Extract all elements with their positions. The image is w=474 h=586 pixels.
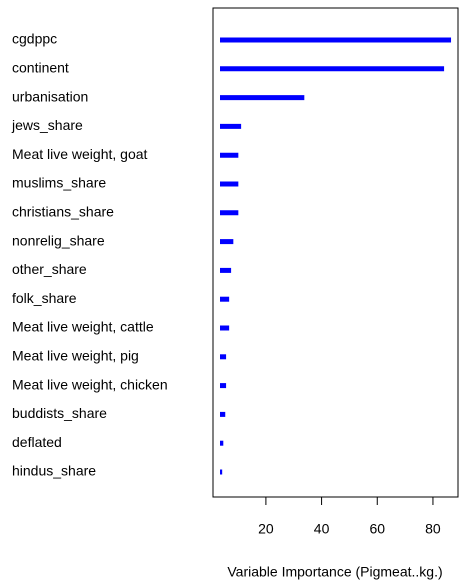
- y-tick-label: urbanisation: [12, 88, 88, 104]
- x-tick-label: 20: [258, 521, 274, 537]
- y-tick-label: other_share: [12, 261, 87, 277]
- y-tick-label: continent: [12, 60, 69, 76]
- x-tick-label: 80: [425, 521, 441, 537]
- y-tick-label: deflated: [12, 434, 62, 450]
- y-tick-label: hindus_share: [12, 463, 96, 479]
- y-tick-label: Meat live weight, cattle: [12, 319, 154, 335]
- y-tick-label: jews_share: [11, 117, 83, 133]
- x-tick-label: 40: [314, 521, 330, 537]
- y-tick-label: Meat live weight, goat: [12, 146, 148, 162]
- y-tick-label: christians_share: [12, 204, 114, 220]
- y-tick-label: folk_share: [12, 290, 77, 306]
- y-tick-label: Meat live weight, pig: [12, 348, 139, 364]
- x-axis-label: Variable Importance (Pigmeat..kg.): [227, 564, 442, 580]
- y-tick-label: buddists_share: [12, 405, 107, 421]
- y-tick-label: muslims_share: [12, 175, 106, 191]
- y-tick-label: nonrelig_share: [12, 232, 105, 248]
- y-tick-label: cgdppc: [12, 31, 57, 47]
- plot-frame: [212, 7, 459, 498]
- x-tick-label: 60: [369, 521, 385, 537]
- y-tick-label: Meat live weight, chicken: [12, 376, 168, 392]
